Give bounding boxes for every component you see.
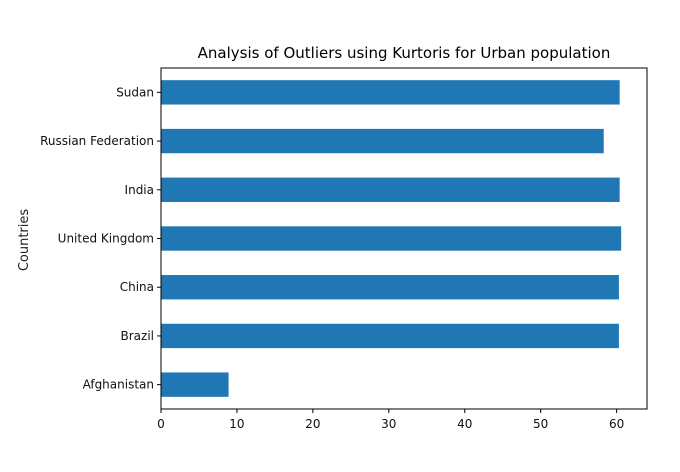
bar-brazil [161,323,619,349]
category-label-afghanistan: Afghanistan [83,378,154,392]
category-label-china: China [120,280,154,294]
plot-frame [160,67,648,410]
bar-china [161,275,619,300]
bar-sudan [161,80,620,105]
x-ticks-group: 0 10 20 30 40 50 60 [157,409,624,431]
x-tick-label-30: 30 [381,417,396,431]
chart-title: Analysis of Outliers using Kurtoris for … [198,44,611,62]
x-tick-label-50: 50 [533,417,548,431]
bar-united-kingdom [161,226,622,251]
x-tick-label-40: 40 [457,417,472,431]
category-labels-group: Afghanistan Brazil China United Kingdom Indi… [40,85,161,392]
x-tick-label-20: 20 [305,417,320,431]
y-axis-label: Countries [17,209,32,272]
bar-russian-federation [161,128,604,154]
category-label-sudan: Sudan [116,85,154,99]
x-tick-label-60: 60 [609,417,624,431]
category-label-india: India [125,183,154,197]
bars-group [161,80,622,397]
bar-india [161,177,620,202]
category-label-brazil: Brazil [121,329,155,343]
x-tick-label-10: 10 [229,417,244,431]
bar-afghanistan [161,372,229,397]
category-label-united-kingdom: United Kingdom [58,232,154,246]
category-label-russian-federation: Russian Federation [40,134,154,148]
x-tick-label-0: 0 [157,417,165,431]
